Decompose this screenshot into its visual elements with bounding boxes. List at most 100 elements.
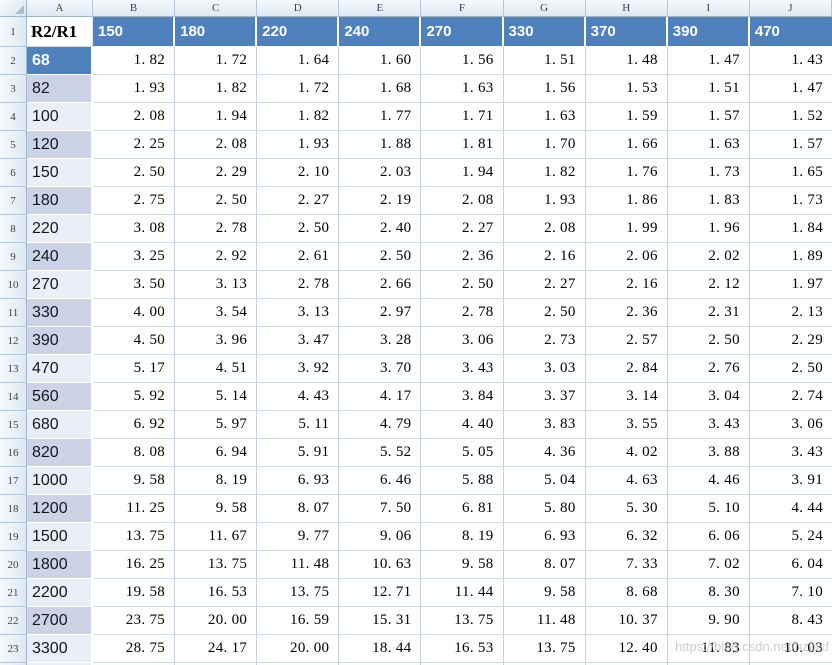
data-cell[interactable]: 3. 06: [421, 327, 504, 355]
data-cell[interactable]: 3. 25: [93, 243, 176, 271]
data-cell[interactable]: 1. 57: [667, 103, 750, 131]
row-label-cell[interactable]: 390: [27, 327, 93, 355]
data-cell[interactable]: [667, 663, 750, 665]
data-cell[interactable]: 1. 96: [667, 215, 750, 243]
row-header-20[interactable]: 20: [0, 551, 27, 579]
data-cell[interactable]: 2. 08: [93, 103, 176, 131]
column-header-J[interactable]: J: [749, 0, 832, 17]
row-label-cell[interactable]: 1000: [27, 467, 93, 495]
row-label-cell[interactable]: 220: [27, 215, 93, 243]
data-cell[interactable]: 2. 78: [257, 271, 340, 299]
row-header-3[interactable]: 3: [0, 75, 27, 103]
data-cell[interactable]: 5. 17: [93, 355, 176, 383]
data-cell[interactable]: 4. 50: [93, 327, 176, 355]
data-cell[interactable]: 2. 76: [667, 355, 750, 383]
data-cell[interactable]: 1. 66: [585, 131, 668, 159]
data-cell[interactable]: 2. 50: [175, 187, 258, 215]
row-label-cell[interactable]: 270: [27, 271, 93, 299]
data-cell[interactable]: 3. 03: [503, 355, 586, 383]
data-cell[interactable]: 4. 40: [421, 411, 504, 439]
data-cell[interactable]: 11. 25: [93, 495, 176, 523]
data-cell[interactable]: 2. 12: [667, 271, 750, 299]
data-cell[interactable]: 2. 29: [175, 159, 258, 187]
data-cell[interactable]: 1. 63: [667, 131, 750, 159]
data-cell[interactable]: 2. 03: [339, 159, 422, 187]
data-cell[interactable]: 2. 50: [503, 299, 586, 327]
row-header-4[interactable]: 4: [0, 103, 27, 131]
header-cell[interactable]: 390: [667, 17, 750, 47]
data-cell[interactable]: 2. 66: [339, 271, 422, 299]
data-cell[interactable]: 2. 92: [175, 243, 258, 271]
data-cell[interactable]: 2. 16: [503, 243, 586, 271]
data-cell[interactable]: 9. 90: [667, 607, 750, 635]
header-cell[interactable]: 270: [421, 17, 504, 47]
data-cell[interactable]: 2. 29: [749, 327, 832, 355]
data-cell[interactable]: 10. 03: [749, 635, 832, 663]
data-cell[interactable]: 1. 51: [667, 75, 750, 103]
row-label-cell[interactable]: 470: [27, 355, 93, 383]
row-header-5[interactable]: 5: [0, 131, 27, 159]
row-header-6[interactable]: 6: [0, 159, 27, 187]
data-cell[interactable]: 23. 75: [93, 607, 176, 635]
row-label-cell[interactable]: 68: [27, 47, 93, 75]
data-cell[interactable]: 8. 19: [421, 523, 504, 551]
data-cell[interactable]: 2. 25: [93, 131, 176, 159]
row-header-22[interactable]: 22: [0, 607, 27, 635]
data-cell[interactable]: 2. 40: [339, 215, 422, 243]
data-cell[interactable]: 2. 31: [667, 299, 750, 327]
data-cell[interactable]: 1. 76: [585, 159, 668, 187]
data-cell[interactable]: 1. 94: [175, 103, 258, 131]
data-cell[interactable]: 1. 84: [749, 215, 832, 243]
data-cell[interactable]: 16. 25: [93, 551, 176, 579]
data-cell[interactable]: 4. 17: [339, 383, 422, 411]
data-cell[interactable]: 5. 14: [175, 383, 258, 411]
data-cell[interactable]: 1. 47: [749, 75, 832, 103]
row-header-14[interactable]: 14: [0, 383, 27, 411]
data-cell[interactable]: 3. 83: [503, 411, 586, 439]
corner-label-cell[interactable]: R2/R1: [27, 17, 93, 47]
data-cell[interactable]: 16. 59: [257, 607, 340, 635]
row-header-9[interactable]: 9: [0, 243, 27, 271]
data-cell[interactable]: 6. 04: [749, 551, 832, 579]
data-cell[interactable]: 9. 58: [503, 579, 586, 607]
row-label-cell[interactable]: 560: [27, 383, 93, 411]
data-cell[interactable]: 1. 86: [585, 187, 668, 215]
data-cell[interactable]: 2. 16: [585, 271, 668, 299]
data-cell[interactable]: 3. 54: [175, 299, 258, 327]
data-cell[interactable]: 3. 13: [175, 271, 258, 299]
data-cell[interactable]: 1. 68: [339, 75, 422, 103]
row-label-cell[interactable]: 680: [27, 411, 93, 439]
data-cell[interactable]: 2. 36: [585, 299, 668, 327]
data-cell[interactable]: 13. 75: [503, 635, 586, 663]
data-cell[interactable]: 6. 06: [667, 523, 750, 551]
data-cell[interactable]: 5. 11: [257, 411, 340, 439]
data-cell[interactable]: 20. 00: [257, 635, 340, 663]
row-header-24[interactable]: [0, 663, 27, 665]
data-cell[interactable]: 1. 93: [257, 131, 340, 159]
column-header-B[interactable]: B: [93, 0, 176, 17]
data-cell[interactable]: 8. 68: [585, 579, 668, 607]
data-cell[interactable]: 5. 52: [339, 439, 422, 467]
row-header-16[interactable]: 16: [0, 439, 27, 467]
data-cell[interactable]: 1. 99: [585, 215, 668, 243]
data-cell[interactable]: 1. 83: [667, 187, 750, 215]
data-cell[interactable]: 9. 58: [93, 467, 176, 495]
data-cell[interactable]: 1. 63: [421, 75, 504, 103]
data-cell[interactable]: 11. 48: [257, 551, 340, 579]
data-cell[interactable]: 6. 94: [175, 439, 258, 467]
data-cell[interactable]: 11. 67: [175, 523, 258, 551]
data-cell[interactable]: 2. 13: [749, 299, 832, 327]
data-cell[interactable]: [503, 663, 586, 665]
row-label-cell[interactable]: 180: [27, 187, 93, 215]
data-cell[interactable]: 4. 43: [257, 383, 340, 411]
row-label-cell[interactable]: 120: [27, 131, 93, 159]
data-cell[interactable]: 1. 57: [749, 131, 832, 159]
data-cell[interactable]: 2. 50: [257, 215, 340, 243]
row-header-1[interactable]: 1: [0, 17, 27, 47]
data-cell[interactable]: 7. 10: [749, 579, 832, 607]
data-cell[interactable]: 6. 93: [503, 523, 586, 551]
data-cell[interactable]: 18. 44: [339, 635, 422, 663]
data-cell[interactable]: 11. 44: [421, 579, 504, 607]
data-cell[interactable]: 4. 36: [503, 439, 586, 467]
data-cell[interactable]: 2. 97: [339, 299, 422, 327]
